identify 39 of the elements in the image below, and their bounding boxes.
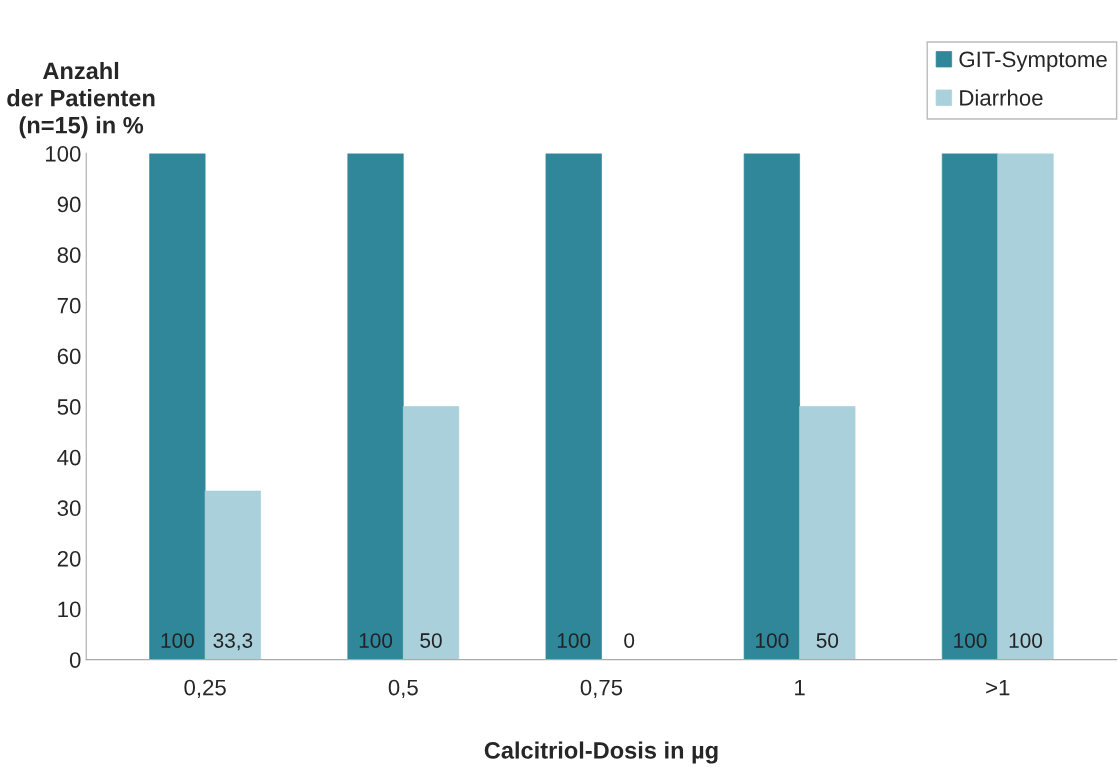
y-tick-label: 80 bbox=[57, 247, 81, 263]
bar bbox=[941, 153, 999, 660]
y-tick-label: 90 bbox=[57, 196, 81, 213]
data-label: 50 bbox=[420, 633, 442, 648]
y-tick-label: 60 bbox=[57, 348, 81, 365]
data-label: 100 bbox=[954, 633, 987, 648]
legend-label: Diarrhoe bbox=[960, 89, 1043, 106]
bar bbox=[743, 153, 800, 660]
data-label: 33,3 bbox=[213, 633, 253, 651]
data-label: 50 bbox=[816, 633, 839, 648]
data-label: 100 bbox=[1009, 633, 1043, 648]
data-label: 100 bbox=[756, 633, 789, 648]
bar bbox=[997, 153, 1054, 660]
x-tick-label: 0,75 bbox=[580, 679, 623, 699]
y-tick-label: 20 bbox=[57, 550, 81, 567]
bar bbox=[402, 406, 460, 660]
data-label: 100 bbox=[557, 633, 591, 648]
bar bbox=[149, 153, 206, 660]
y-tick-label: 10 bbox=[58, 601, 81, 618]
y-tick-label: 0 bbox=[69, 652, 81, 668]
x-axis-title: Calcitriol-Dosis in µg bbox=[484, 741, 718, 764]
y-tick-label: 70 bbox=[57, 297, 81, 314]
bar bbox=[204, 490, 261, 660]
y-tick-label: 40 bbox=[57, 449, 81, 466]
x-tick-label: 0,25 bbox=[184, 679, 226, 699]
x-tick-label: 0,5 bbox=[388, 679, 418, 699]
data-label: 0 bbox=[624, 633, 635, 648]
y-tick-label: 100 bbox=[46, 145, 81, 162]
y-tick-label: 30 bbox=[57, 500, 81, 517]
data-label: 100 bbox=[161, 633, 194, 648]
bar bbox=[799, 406, 856, 660]
bar bbox=[545, 153, 602, 660]
y-tick-label: 50 bbox=[57, 399, 81, 415]
x-tick-label: 1 bbox=[795, 679, 805, 696]
y-axis-title: Anzahl der Patienten (n=15) in % bbox=[7, 61, 155, 139]
legend-label: GIT-Symptome bbox=[959, 51, 1107, 72]
x-tick-label: >1 bbox=[986, 679, 1010, 696]
bar bbox=[347, 153, 404, 660]
data-label: 100 bbox=[359, 633, 393, 648]
